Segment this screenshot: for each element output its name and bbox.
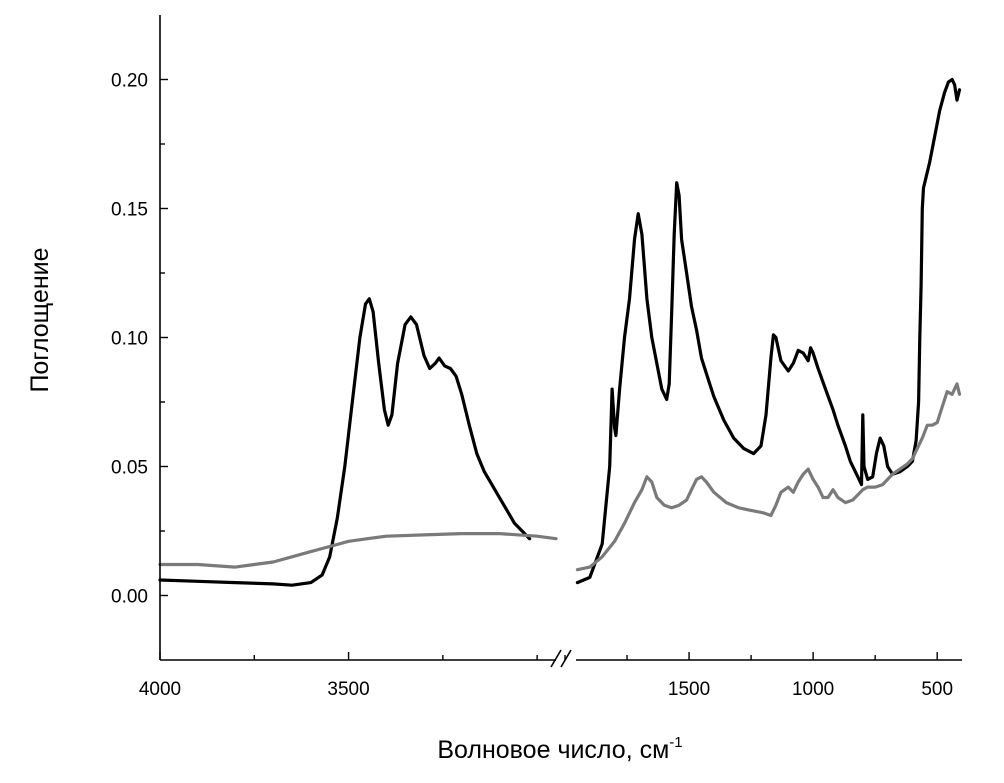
axis-break-mark-1 (550, 649, 562, 668)
y-tick-label: 0.15 (111, 200, 148, 221)
series-1-line-segment-2 (575, 77, 962, 585)
y-tick-label: 0.20 (111, 71, 148, 92)
y-axis-title: Поглощение (26, 247, 54, 392)
y-tick-label: 0.05 (111, 458, 148, 479)
y-tick-label: 0.10 (111, 329, 148, 350)
axes-layer (159, 15, 962, 668)
series-layer (158, 77, 962, 587)
series-2-line-segment-1 (158, 532, 558, 569)
y-tick-label: 0.00 (111, 587, 148, 608)
x-tick-label: 3500 (327, 679, 369, 700)
series-1-line-segment-1 (158, 297, 532, 587)
x-tick-label: 4000 (139, 679, 181, 700)
x-axis-title-superscript: -1 (669, 734, 682, 751)
x-tick-label: 1500 (668, 679, 710, 700)
x-axis-title: Волновое число, см-1 (437, 734, 682, 764)
axis-break-mark-2 (560, 649, 572, 668)
ticks-layer: 0.00 0.05 0.10 0.15 0.20 4000 3500 1500 1000 500 (111, 71, 953, 701)
x-tick-label: 500 (921, 679, 953, 700)
x-tick-label: 1000 (792, 679, 834, 700)
series-2-line-segment-2 (575, 382, 962, 572)
